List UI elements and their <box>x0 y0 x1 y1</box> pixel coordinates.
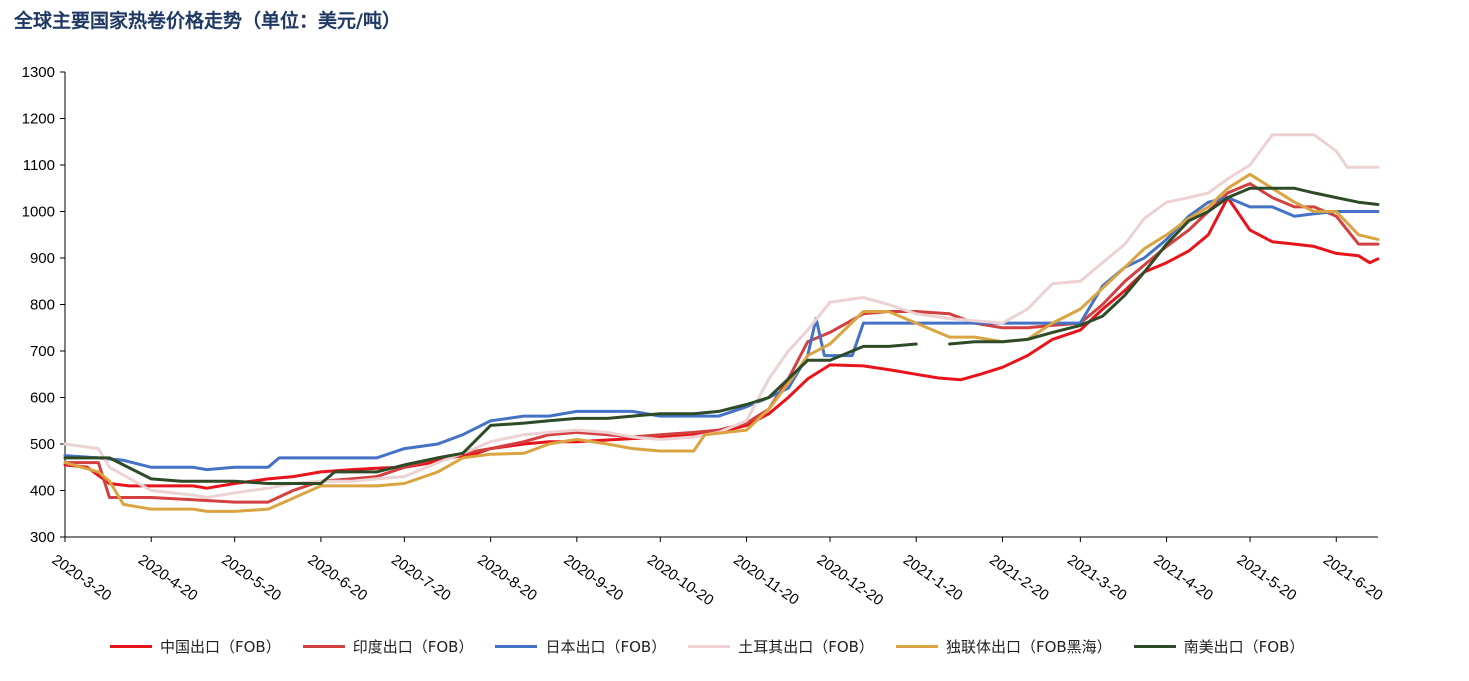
axes: 300 400 500 600 700 800 900 1000 1100 1200 1300 202… <box>22 64 1386 609</box>
chart-title: 全球主要国家热卷价格走势（单位：美元/吨） <box>14 10 401 32</box>
legend-swatch <box>302 645 345 648</box>
series-line-2 <box>63 196 1380 472</box>
legend-label: 南美出口（FOB） <box>1183 638 1305 656</box>
legend-label: 中国出口（FOB） <box>160 638 281 656</box>
legend-label: 印度出口（FOB） <box>352 638 474 656</box>
series-line-3 <box>63 133 1380 499</box>
x-tick-label: 2020-12-20 <box>814 551 887 609</box>
legend-item: 中国出口（FOB） <box>110 636 281 657</box>
y-tick-label: 900 <box>30 250 55 267</box>
y-tick-label: 600 <box>30 390 55 407</box>
y-tick-label: 500 <box>30 436 55 453</box>
y-tick-label: 1100 <box>23 157 55 174</box>
legend-item: 独联体出口（FOB黑海） <box>895 636 1112 657</box>
x-tick-label: 2020-7-20 <box>388 551 454 604</box>
legend: 中国出口（FOB） 印度出口（FOB） 日本出口（FOB） 土耳其出口（FOB） 独联体… <box>110 636 1304 657</box>
y-tick-label: 1300 <box>22 64 55 81</box>
series-line-1 <box>63 182 1380 504</box>
x-tick-label: 2020-4-20 <box>135 551 201 604</box>
x-tick-label: 2021-1-20 <box>900 551 966 604</box>
legend-item: 印度出口（FOB） <box>302 636 474 657</box>
x-tick-label: 2020-11-20 <box>730 551 802 608</box>
y-tick-label: 400 <box>30 483 55 500</box>
legend-swatch <box>495 645 538 648</box>
y-tick-label: 1200 <box>22 111 55 128</box>
legend-swatch <box>110 645 152 648</box>
series-line-5 <box>63 186 1380 485</box>
x-tick-label: 2021-2-20 <box>986 551 1052 604</box>
legend-label: 土耳其出口（FOB） <box>738 638 874 656</box>
series-lines <box>63 133 1380 513</box>
x-tick-label: 2020-6-20 <box>305 551 371 604</box>
legend-swatch <box>1133 645 1176 648</box>
legend-swatch <box>688 645 731 648</box>
y-tick-label: 700 <box>30 343 55 360</box>
x-tick-label: 2021-6-20 <box>1320 551 1386 604</box>
x-tick-label: 2020-5-20 <box>218 551 284 604</box>
legend-item: 日本出口（FOB） <box>495 636 666 657</box>
x-tick-label: 2020-9-20 <box>561 551 627 604</box>
series-line-0 <box>63 196 1380 490</box>
x-tick-label: 2020-3-20 <box>49 551 115 604</box>
legend-swatch <box>895 645 938 648</box>
legend-label: 独联体出口（FOB黑海） <box>945 638 1112 656</box>
legend-label: 日本出口（FOB） <box>545 638 667 656</box>
y-tick-label: 300 <box>30 529 55 546</box>
x-tick-label: 2020-10-20 <box>644 551 717 609</box>
series-line-4 <box>63 172 1380 513</box>
legend-item: 南美出口（FOB） <box>1133 636 1305 657</box>
legend-item: 土耳其出口（FOB） <box>688 636 874 657</box>
x-tick-label: 2020-8-20 <box>474 551 540 604</box>
y-tick-label: 1000 <box>22 204 55 221</box>
x-tick-label: 2021-3-20 <box>1064 551 1130 604</box>
y-tick-label: 800 <box>30 297 55 314</box>
x-tick-label: 2021-5-20 <box>1234 551 1300 604</box>
x-tick-label: 2021-4-20 <box>1150 551 1216 604</box>
